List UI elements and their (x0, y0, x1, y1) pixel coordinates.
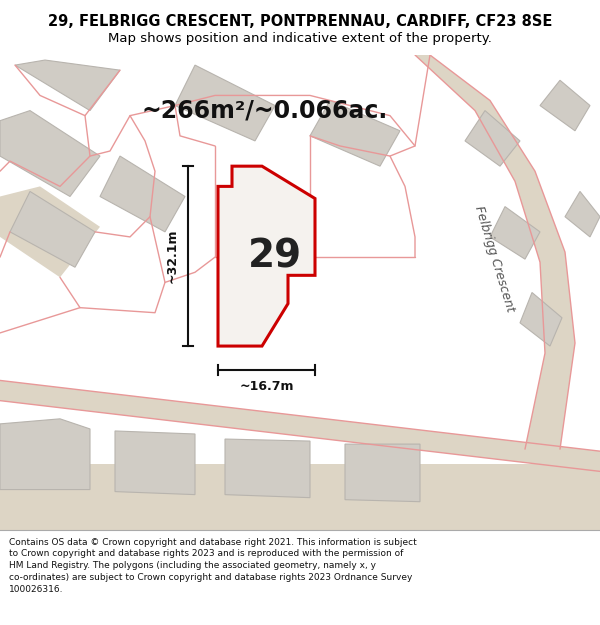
Polygon shape (0, 464, 600, 530)
Polygon shape (15, 60, 120, 111)
Polygon shape (0, 186, 100, 278)
Text: Contains OS data © Crown copyright and database right 2021. This information is : Contains OS data © Crown copyright and d… (9, 538, 417, 594)
Polygon shape (100, 156, 185, 232)
Text: 29, FELBRIGG CRESCENT, PONTPRENNAU, CARDIFF, CF23 8SE: 29, FELBRIGG CRESCENT, PONTPRENNAU, CARD… (48, 14, 552, 29)
Polygon shape (175, 65, 275, 141)
Polygon shape (565, 191, 600, 237)
Polygon shape (218, 166, 315, 346)
Polygon shape (115, 431, 195, 494)
Polygon shape (415, 55, 575, 449)
Polygon shape (0, 111, 100, 196)
Polygon shape (10, 191, 95, 268)
Polygon shape (520, 292, 562, 346)
Text: Map shows position and indicative extent of the property.: Map shows position and indicative extent… (108, 32, 492, 45)
Polygon shape (225, 439, 310, 498)
Polygon shape (310, 101, 400, 166)
Text: ~266m²/~0.066ac.: ~266m²/~0.066ac. (142, 99, 388, 122)
Text: 29: 29 (247, 237, 302, 275)
Text: ~32.1m: ~32.1m (166, 229, 179, 283)
Polygon shape (0, 381, 600, 471)
Text: ~16.7m: ~16.7m (239, 380, 294, 393)
Text: Felbrigg Crescent: Felbrigg Crescent (472, 204, 517, 314)
Polygon shape (540, 80, 590, 131)
Polygon shape (0, 419, 90, 489)
Polygon shape (490, 207, 540, 259)
Polygon shape (345, 444, 420, 502)
Polygon shape (465, 111, 520, 166)
